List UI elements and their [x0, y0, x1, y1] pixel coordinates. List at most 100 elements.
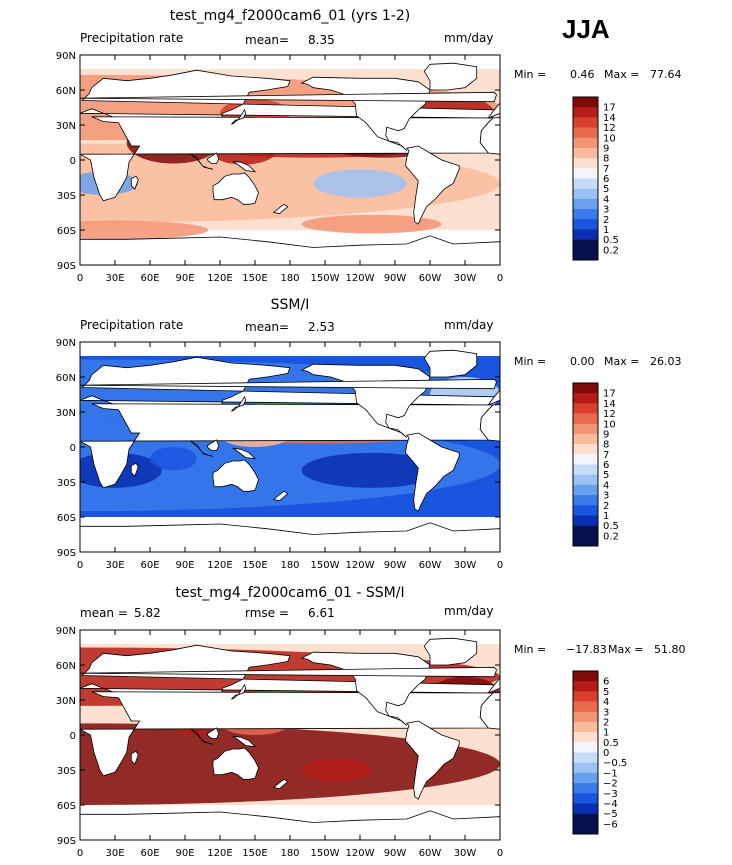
lon-label-3-2: 60E: [140, 848, 159, 859]
lat-label-2-1: 60N: [56, 373, 76, 384]
precip-region-1-10: [80, 220, 209, 240]
panel-3-min-value: −17.83: [566, 643, 607, 656]
panel-2-max-value: 26.03: [650, 355, 682, 368]
lon-label-2-9: 90W: [384, 560, 407, 571]
land-outline-3-1: [80, 691, 494, 777]
panel-3-rmse-value: 6.61: [308, 606, 335, 620]
colorbar-box-1-9: [573, 188, 598, 200]
panel-2-mean-value: 2.53: [308, 320, 335, 334]
lon-label-1-5: 150E: [242, 273, 267, 284]
colorbar-box-1-13: [573, 229, 598, 240]
colorbar-label-2-7: 6: [603, 460, 609, 471]
colorbar-box-3-4: [573, 711, 598, 723]
lat-label-3-4: 30S: [57, 766, 76, 777]
colorbar-label-1-4: 9: [603, 143, 609, 154]
colorbar-box-2-3: [573, 413, 598, 425]
colorbar-box-3-5: [573, 721, 598, 733]
colorbar-box-1-3: [573, 127, 598, 139]
colorbar-label-2-3: 10: [603, 419, 616, 430]
colorbar-label-1-3: 10: [603, 133, 616, 144]
panel-1-mean-value: 8.35: [308, 33, 335, 47]
land-outline-wrap-1-0: [487, 102, 500, 119]
precip-region-2-7: [150, 447, 197, 471]
colorbar-box-2-7: [573, 454, 598, 465]
panel-3-mean-value: 5.82: [134, 606, 161, 620]
lat-label-3-5: 60S: [57, 801, 76, 812]
panel-1-min-label: Min =: [514, 68, 547, 81]
lon-label-3-3: 90E: [175, 848, 194, 859]
land-outline-wrap-3-0: [487, 677, 500, 694]
colorbar-label-3-9: −1: [603, 768, 618, 779]
lat-label-1-5: 60S: [57, 226, 76, 237]
colorbar-label-2-14: 0.2: [603, 531, 619, 542]
land-outline-3-9: [206, 727, 220, 739]
colorbar-label-3-11: −3: [603, 789, 618, 800]
colorbar-label-3-8: −0.5: [603, 758, 627, 769]
colorbar-label-1-6: 7: [603, 164, 609, 175]
lat-label-1-6: 90S: [57, 261, 76, 272]
colorbar-label-3-14: −6: [603, 819, 618, 830]
colorbar-label-3-13: −5: [603, 809, 618, 820]
panel-1-max-value: 77.64: [650, 68, 682, 81]
colorbar-box-2-11: [573, 495, 598, 506]
lon-label-1-12: 0: [497, 273, 503, 284]
colorbar-box-1-4: [573, 137, 598, 149]
panel-1-variable: Precipitation rate: [80, 31, 184, 45]
colorbar-label-1-0: 17: [603, 103, 616, 114]
panel-1-max-label: Max =: [604, 68, 640, 81]
lon-label-3-12: 0: [497, 848, 503, 859]
colorbar-box-3-6: [573, 732, 598, 743]
panel-3-units: mm/day: [444, 604, 494, 618]
lat-label-3-6: 90S: [57, 836, 76, 847]
lon-label-3-4: 120E: [207, 848, 232, 859]
colorbar-box-1-1: [573, 107, 598, 118]
lat-label-1-4: 30S: [57, 191, 76, 202]
panel-3-mean-label: mean =: [80, 606, 128, 620]
lon-label-2-0: 0: [77, 560, 83, 571]
colorbar-box-1-14: [573, 239, 598, 251]
panel-1-mean-label: mean=: [245, 33, 290, 47]
land-outline-2-12: [130, 462, 139, 477]
lat-label-3-3: 0: [70, 731, 76, 742]
colorbar-label-3-7: 0: [603, 748, 609, 759]
colorbar-label-3-4: 2: [603, 717, 609, 728]
colorbar-label-1-11: 2: [603, 215, 609, 226]
lon-label-3-7: 150W: [311, 848, 340, 859]
land-outline-1-10: [232, 160, 257, 173]
colorbar-box-1-15: [573, 249, 598, 261]
lon-label-2-8: 120W: [346, 560, 375, 571]
colorbar-label-1-10: 3: [603, 205, 609, 216]
panel-3-max-value: 51.80: [654, 643, 686, 656]
colorbar-box-3-8: [573, 752, 598, 763]
land-outline-1-13: [80, 91, 497, 103]
lat-label-3-0: 90N: [56, 626, 76, 637]
colorbar-box-1-0: [573, 97, 598, 108]
colorbar-box-2-9: [573, 474, 598, 486]
panel-2-min-value: 0.00: [570, 355, 595, 368]
lat-label-2-6: 90S: [57, 548, 76, 559]
colorbar-label-1-5: 8: [603, 154, 609, 165]
panel-2-mean-label: mean=: [245, 320, 290, 334]
colorbar-label-3-5: 1: [603, 728, 609, 739]
land-outline-1-1: [80, 116, 494, 202]
colorbar-box-1-8: [573, 178, 598, 189]
panel-3-rmse-label: rmse =: [245, 606, 289, 620]
colorbar-label-3-2: 4: [603, 697, 609, 708]
land-outline-3-10: [232, 735, 257, 748]
colorbar-box-3-11: [573, 783, 598, 794]
lon-label-3-10: 60W: [419, 848, 442, 859]
panel-2-units: mm/day: [444, 318, 494, 332]
colorbar-box-1-2: [573, 117, 598, 128]
colorbar-label-3-1: 5: [603, 687, 609, 698]
land-outline-2-7: [230, 395, 247, 412]
lon-label-1-11: 30W: [454, 273, 477, 284]
colorbar-label-2-1: 14: [603, 399, 616, 410]
colorbar-label-2-0: 17: [603, 389, 616, 400]
land-outline-3-6: [80, 810, 500, 840]
colorbar-box-2-12: [573, 505, 598, 516]
colorbar-box-3-14: [573, 813, 598, 825]
land-outline-2-10: [232, 447, 257, 460]
